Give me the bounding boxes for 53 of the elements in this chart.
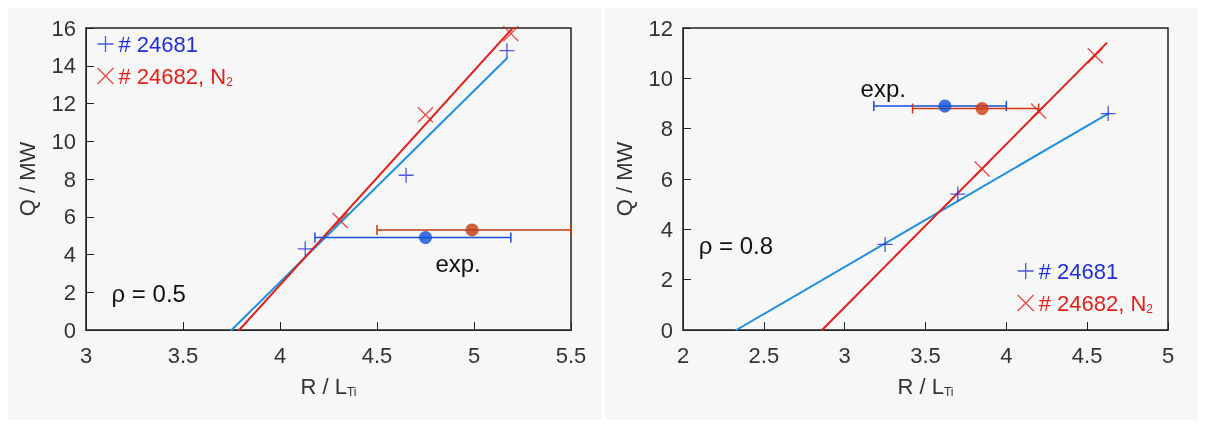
x-tick-label: 3.5 [167, 342, 199, 368]
annotation: ρ = 0.8 [698, 231, 774, 259]
y-tick-label: 10 [51, 128, 76, 154]
y-tick-label: 12 [51, 91, 76, 116]
x-tick-label: 3 [79, 342, 93, 368]
point [397, 167, 415, 184]
point [938, 99, 952, 113]
x-tick-label: 4.5 [1071, 342, 1103, 368]
y-axis-title: Q / MW [14, 141, 40, 217]
point [1087, 47, 1104, 64]
x-tick-label: 5 [467, 342, 481, 368]
x-tick-label: 2.5 [748, 342, 780, 368]
point [465, 223, 479, 237]
y-tick-label: 4 [660, 216, 673, 242]
legend-label: # 24681 [118, 31, 199, 57]
point [331, 212, 349, 229]
y-tick-label: 0 [660, 317, 673, 343]
y-tick-label: 8 [660, 116, 673, 142]
y-tick-label: 6 [660, 166, 673, 192]
point [419, 231, 432, 245]
point [975, 102, 989, 116]
annotation: exp. [860, 74, 906, 102]
y-tick-label: 2 [660, 267, 673, 293]
y-tick-label: 12 [648, 15, 673, 41]
x-tick-label: 4.5 [361, 342, 393, 368]
x-tick-label: 3.5 [910, 342, 941, 368]
x-tick-label: 5.5 [555, 342, 587, 368]
legend-label: # 24681 [1038, 258, 1119, 284]
point [973, 160, 991, 178]
annotation: exp. [435, 250, 481, 278]
point [949, 185, 966, 203]
y-tick-label: 8 [63, 166, 76, 192]
x-tick-label: 4 [273, 342, 287, 368]
x-tick-label: 3 [838, 342, 851, 368]
y-tick-label: 10 [648, 65, 673, 91]
point [417, 106, 434, 123]
point [1030, 102, 1047, 120]
y-axis-title: Q / MW [611, 141, 637, 217]
x-tick-label: 5 [1161, 342, 1175, 368]
y-tick-label: 0 [63, 317, 76, 343]
y-tick-label: 6 [63, 204, 76, 230]
point [876, 236, 894, 253]
x-tick-label: 4 [1000, 342, 1013, 368]
point [498, 42, 516, 59]
y-tick-label: 2 [63, 279, 76, 305]
point [502, 25, 520, 42]
point [1100, 105, 1117, 122]
point [297, 240, 314, 257]
y-tick-label: 14 [51, 53, 76, 79]
y-tick-label: 16 [51, 15, 76, 41]
annotation: ρ = 0.5 [111, 280, 186, 308]
x-tick-label: 2 [676, 342, 690, 368]
y-tick-label: 4 [63, 242, 76, 267]
